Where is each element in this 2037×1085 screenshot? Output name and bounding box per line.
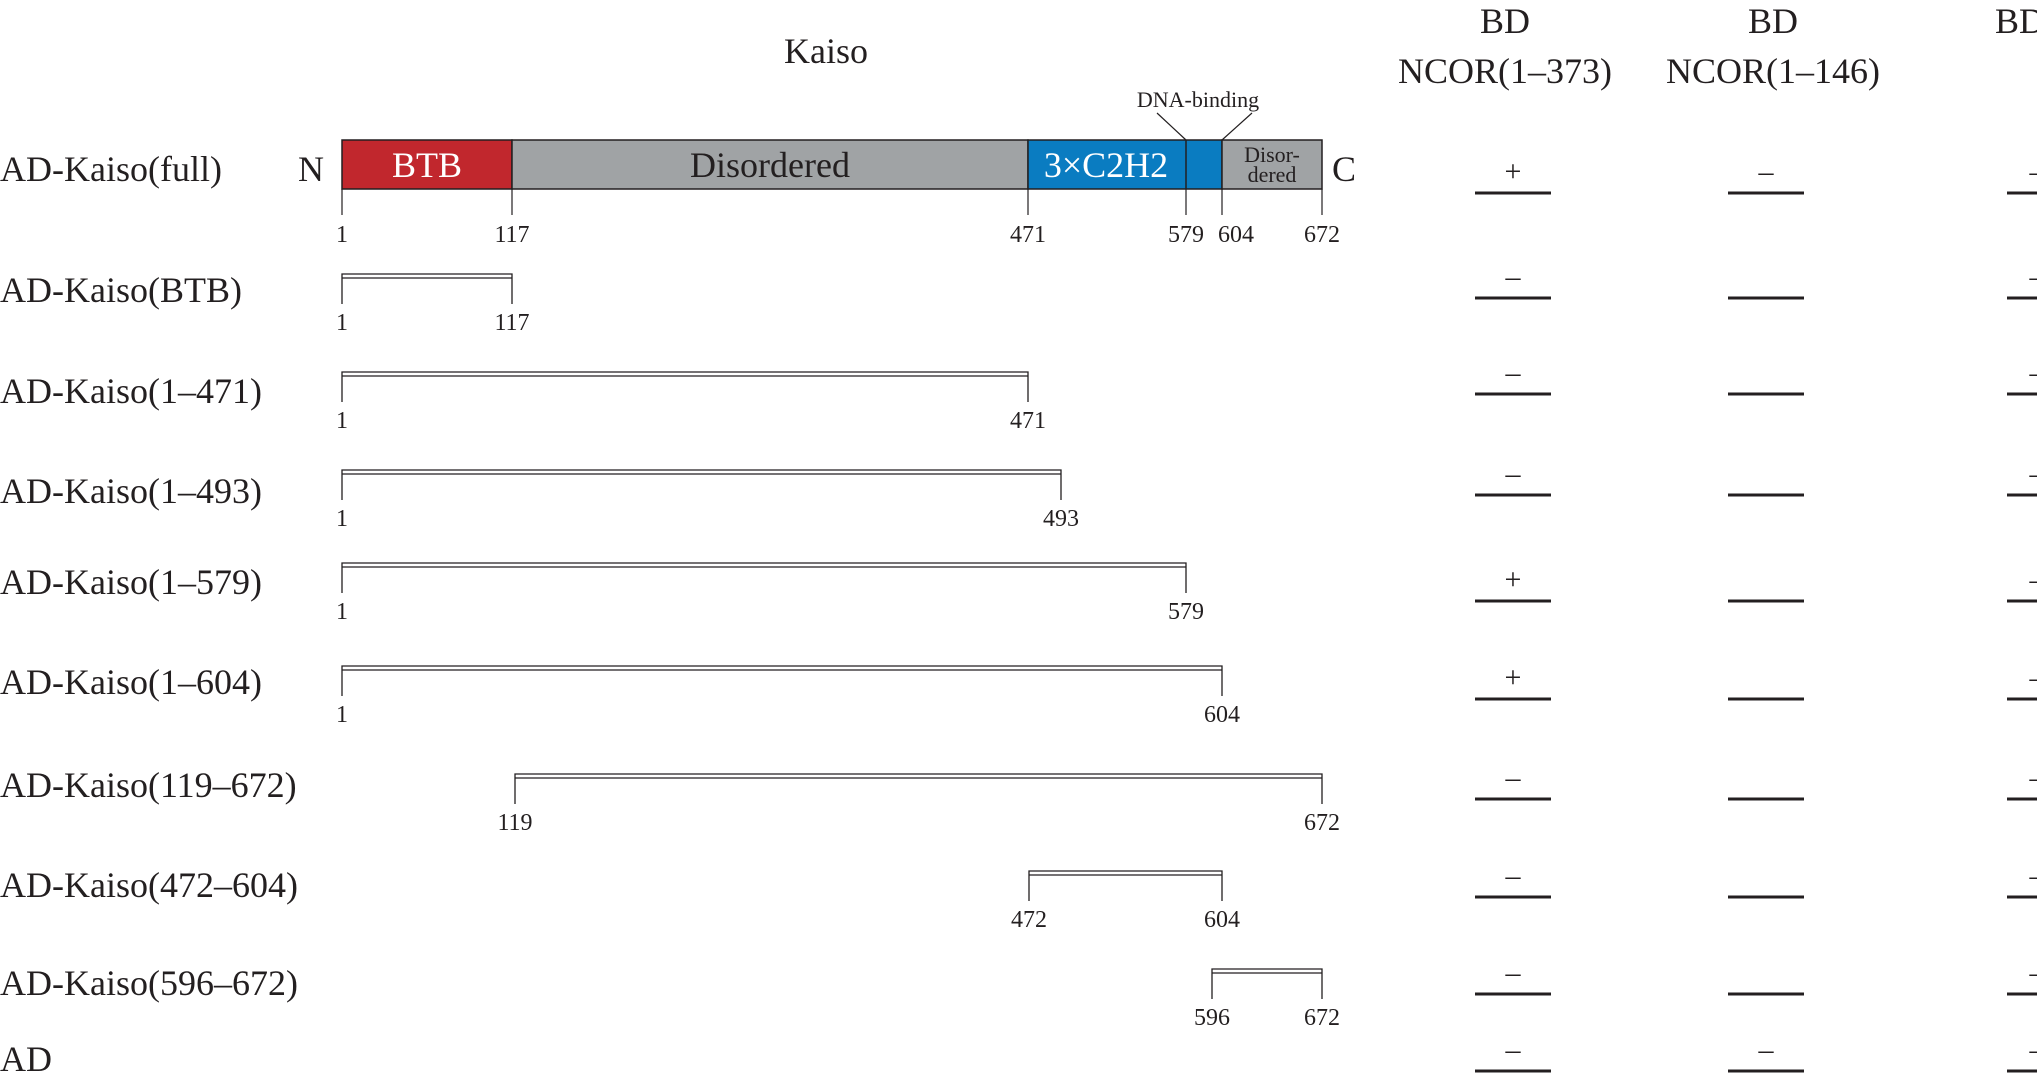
domain-label-zinc-finger: 3×C2H2 [1044, 145, 1168, 185]
construct-label-4: AD-Kaiso(1–493) [0, 471, 262, 511]
result-mark-10-2: – [1758, 1033, 1775, 1066]
construct-label-2: AD-Kaiso(BTB) [0, 270, 242, 310]
construct-start-label-7: 119 [497, 810, 532, 836]
construct-start-label-8: 472 [1011, 907, 1047, 933]
column-header-3-line1: BD [1995, 1, 2037, 41]
position-label-579: 579 [1168, 222, 1204, 248]
dna-binding-pointer-left [1156, 112, 1187, 141]
domain-label-disordered-c-line1: Disor- [1244, 142, 1300, 167]
construct-start-label-9: 596 [1194, 1005, 1230, 1031]
result-mark-5-1: + [1505, 563, 1522, 596]
construct-label-1: AD-Kaiso(full) [0, 149, 222, 189]
result-mark-3-3: – [2029, 356, 2037, 389]
result-mark-8-3: – [2029, 859, 2037, 892]
result-mark-1-3: – [2029, 155, 2037, 188]
diagram-title: Kaiso [784, 31, 868, 71]
result-mark-1-1: + [1505, 155, 1522, 188]
construct-end-label-3: 471 [1010, 408, 1046, 434]
construct-bracket-3 [341, 371, 1029, 402]
domain-zinc-finger [1027, 139, 1223, 190]
result-mark-9-3: – [2029, 956, 2037, 989]
result-mark-6-3: – [2029, 661, 2037, 694]
construct-label-3: AD-Kaiso(1–471) [0, 371, 262, 411]
dna-binding-pointer-right [1221, 112, 1253, 141]
result-mark-8-1: – [1505, 859, 1522, 892]
domain-label-disordered: Disordered [690, 145, 850, 185]
construct-start-label-2: 1 [336, 310, 348, 336]
column-header-1-line2: NCOR(1–373) [1398, 51, 1612, 91]
construct-start-label-5: 1 [336, 599, 348, 625]
position-label-117: 117 [494, 222, 529, 248]
result-mark-4-1: – [1505, 457, 1522, 490]
terminal-n: N [298, 149, 324, 189]
result-mark-3-1: – [1505, 356, 1522, 389]
construct-start-label-6: 1 [336, 702, 348, 728]
position-label-604: 604 [1218, 222, 1254, 248]
terminal-c: C [1332, 149, 1356, 189]
column-header-2-line2: NCOR(1–146) [1666, 51, 1880, 91]
construct-bracket-6 [341, 665, 1223, 696]
domain-label-disordered-c-line2: dered [1248, 162, 1297, 187]
result-mark-5-3: – [2029, 563, 2037, 596]
construct-end-label-2: 117 [494, 310, 529, 336]
result-mark-9-1: – [1505, 956, 1522, 989]
construct-end-label-6: 604 [1204, 702, 1240, 728]
construct-start-label-3: 1 [336, 408, 348, 434]
domain-disordered-c [1221, 139, 1323, 190]
result-mark-2-1: – [1505, 260, 1522, 293]
construct-bracket-7 [514, 773, 1323, 804]
domain-label-btb: BTB [392, 145, 462, 185]
construct-end-label-8: 604 [1204, 907, 1240, 933]
construct-bracket-2 [341, 273, 513, 304]
result-mark-7-3: – [2029, 761, 2037, 794]
result-mark-2-3: – [2029, 260, 2037, 293]
construct-label-10: AD [0, 1039, 52, 1079]
domain-disordered [511, 139, 1029, 190]
protein-schematic: BTB Disordered 3×C2H2 Disor- dered N C D… [298, 87, 1356, 248]
construct-label-6: AD-Kaiso(1–604) [0, 662, 262, 702]
construct-label-9: AD-Kaiso(596–672) [0, 963, 298, 1003]
construct-label-7: AD-Kaiso(119–672) [0, 765, 297, 805]
construct-bracket-5 [341, 562, 1187, 593]
result-mark-6-1: + [1505, 661, 1522, 694]
construct-bracket-4 [341, 469, 1062, 500]
position-label-672: 672 [1304, 222, 1340, 248]
dna-binding-label: DNA-binding [1137, 87, 1259, 112]
result-mark-1-2: – [1758, 155, 1775, 188]
construct-end-label-4: 493 [1043, 506, 1079, 532]
construct-end-label-9: 672 [1304, 1005, 1340, 1031]
construct-bracket-9 [1211, 968, 1323, 999]
construct-bracket-8 [1028, 870, 1223, 901]
construct-end-label-7: 672 [1304, 810, 1340, 836]
construct-start-label-4: 1 [336, 506, 348, 532]
result-mark-10-1: – [1505, 1033, 1522, 1066]
result-mark-4-3: – [2029, 457, 2037, 490]
position-label-471: 471 [1010, 222, 1046, 248]
construct-label-8: AD-Kaiso(472–604) [0, 865, 298, 905]
position-label-1: 1 [336, 222, 348, 248]
result-mark-7-1: – [1505, 761, 1522, 794]
construct-label-5: AD-Kaiso(1–579) [0, 562, 262, 602]
construct-rows: AD-Kaiso(full) + – – AD-Kaiso(BTB) 1 117 – – AD-K… [0, 149, 2037, 1079]
result-mark-10-3: – [2029, 1033, 2037, 1066]
domain-btb [341, 139, 513, 190]
column-header-2-line1: BD [1748, 1, 1798, 41]
column-header-1-line1: BD [1480, 1, 1530, 41]
construct-end-label-5: 579 [1168, 599, 1204, 625]
